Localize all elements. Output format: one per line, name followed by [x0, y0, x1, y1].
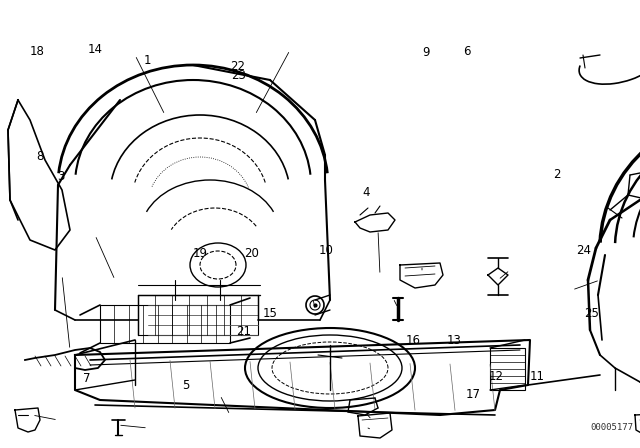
Text: 24: 24	[576, 244, 591, 258]
Text: 23: 23	[230, 69, 246, 82]
Text: 10: 10	[319, 244, 334, 258]
Text: 16: 16	[405, 334, 420, 347]
Text: 21: 21	[236, 325, 251, 338]
Text: 12: 12	[488, 370, 504, 383]
Text: 15: 15	[262, 307, 278, 320]
Text: 17: 17	[466, 388, 481, 401]
Text: 2: 2	[553, 168, 561, 181]
Text: 19: 19	[193, 246, 208, 260]
Text: 13: 13	[447, 334, 462, 347]
Text: 1: 1	[143, 54, 151, 67]
Text: 20: 20	[244, 246, 259, 260]
Text: 25: 25	[584, 307, 600, 320]
Text: 8: 8	[36, 150, 44, 164]
Bar	[138, 295, 258, 335]
Bar	[100, 305, 230, 343]
Text: 7: 7	[83, 372, 90, 385]
Text: 18: 18	[29, 45, 45, 58]
Text: 11: 11	[530, 370, 545, 383]
Bar	[490, 348, 525, 390]
Text: 14: 14	[87, 43, 102, 56]
Text: 00005177: 00005177	[590, 423, 633, 432]
Text: 9: 9	[422, 46, 429, 60]
Text: 5: 5	[182, 379, 189, 392]
Text: 4: 4	[362, 186, 370, 199]
Text: 3: 3	[57, 170, 65, 184]
Text: 22: 22	[230, 60, 246, 73]
Text: 6: 6	[463, 45, 471, 58]
